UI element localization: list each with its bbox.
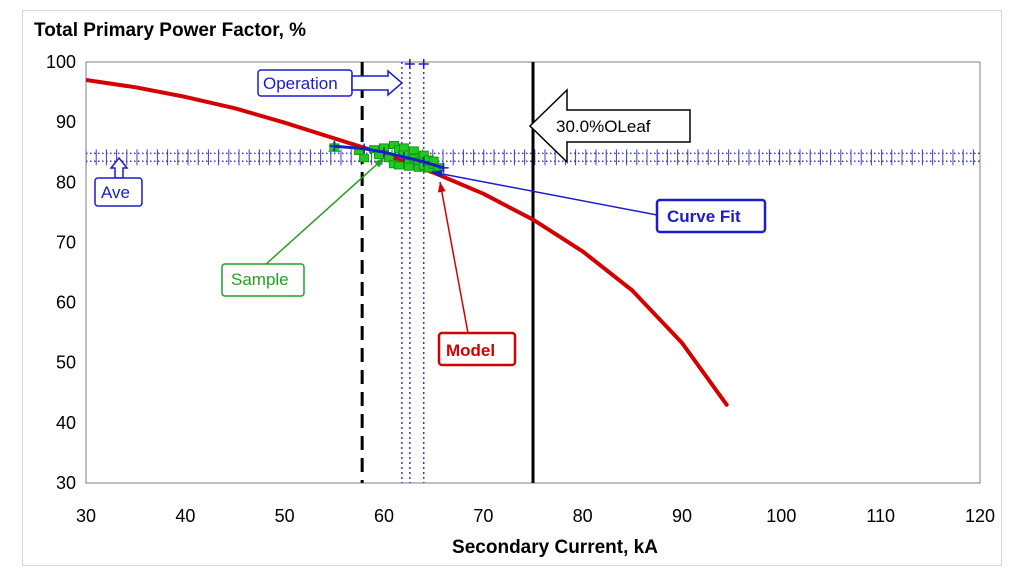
curve-fit-callout-leader-head bbox=[432, 169, 443, 178]
y-tick-label: 40 bbox=[56, 413, 76, 433]
sample-point bbox=[408, 146, 419, 155]
x-tick-label: 80 bbox=[573, 506, 593, 526]
model-callout-leader-head bbox=[437, 182, 446, 193]
series-layer bbox=[86, 78, 729, 407]
model-callout-box bbox=[437, 331, 517, 367]
oleaf-callout-arrow bbox=[528, 88, 691, 164]
curve-fit-callout-leader bbox=[431, 171, 658, 216]
x-tick-label: 100 bbox=[766, 506, 796, 526]
x-tick-label: 120 bbox=[965, 506, 995, 526]
x-tick-label: 60 bbox=[374, 506, 394, 526]
y-tick-label: 70 bbox=[56, 232, 76, 252]
sample-point bbox=[398, 143, 409, 152]
y-tick-label: 80 bbox=[56, 172, 76, 192]
axis-ticks: 30 40 50 60 70 80 90 100 110 120 30 40 50 60 70 80 90 100 bbox=[46, 52, 995, 526]
x-tick-label: 70 bbox=[473, 506, 493, 526]
chart-title: Total Primary Power Factor, % bbox=[34, 20, 306, 41]
sample-point bbox=[393, 161, 404, 170]
model-callout-label: Model bbox=[446, 341, 495, 360]
annotations-layer: Operation 30.0%OLeaf Ave Curve Fit Sample Mod… bbox=[94, 59, 767, 367]
y-tick-label: 60 bbox=[56, 293, 76, 313]
y-tick-label: 50 bbox=[56, 353, 76, 373]
sample-callout-leader bbox=[264, 157, 385, 266]
ave-callout-arrow bbox=[109, 156, 129, 179]
y-tick-label: 100 bbox=[46, 52, 76, 72]
curve-fit-callout-box bbox=[655, 198, 767, 234]
ave-callout-box bbox=[94, 177, 143, 207]
x-tick-label: 40 bbox=[175, 506, 195, 526]
oleaf-callout-label: 30.0%OLeaf bbox=[556, 117, 651, 136]
operation-callout-arrow bbox=[351, 69, 404, 97]
sample-callout-leader-head bbox=[373, 158, 384, 168]
model-callout-leader bbox=[439, 181, 469, 334]
chart-frame bbox=[22, 10, 1002, 566]
ave-callout-label: Ave bbox=[101, 183, 130, 202]
y-tick-label: 30 bbox=[56, 473, 76, 493]
x-tick-label: 90 bbox=[672, 506, 692, 526]
x-tick-label: 30 bbox=[76, 506, 96, 526]
x-tick-label: 110 bbox=[866, 506, 895, 526]
sample-point bbox=[359, 154, 370, 163]
curve-fit-callout-label: Curve Fit bbox=[667, 207, 741, 226]
operation-callout-label: Operation bbox=[263, 74, 338, 93]
sample-callout-box bbox=[221, 263, 305, 297]
x-tick-label: 50 bbox=[275, 506, 295, 526]
sample-callout-label: Sample bbox=[231, 270, 289, 289]
x-axis-label: Secondary Current, kA bbox=[452, 537, 658, 558]
sample-point bbox=[403, 162, 414, 171]
y-tick-label: 90 bbox=[56, 112, 76, 132]
